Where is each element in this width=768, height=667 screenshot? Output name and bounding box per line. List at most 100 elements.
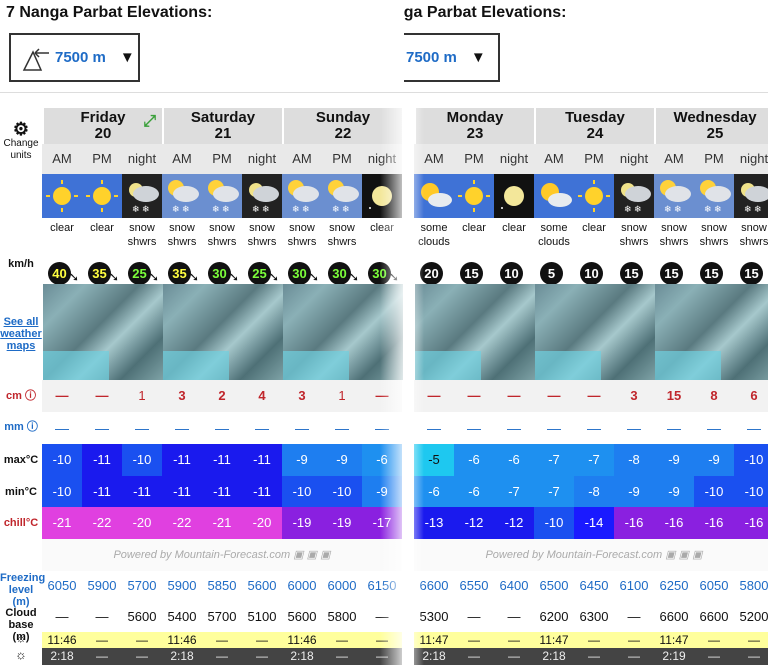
- weather-description: snow shwrs: [739, 222, 768, 248]
- freezing-level: 6500: [539, 578, 569, 593]
- snow-amount: —: [534, 380, 574, 412]
- rain-amount: —: [322, 412, 362, 444]
- rain-amount: —: [734, 412, 768, 444]
- day-date: 23: [466, 125, 484, 142]
- day-date: 21: [214, 125, 232, 142]
- wind-cell: 30➘: [322, 258, 362, 290]
- snow-showers-weather-icon: ❄ ❄: [734, 174, 768, 218]
- freezing-level: 6100: [619, 578, 649, 593]
- max-temp-cell: -9: [694, 444, 734, 476]
- clear-weather-icon: [454, 174, 494, 218]
- sunset-icon: ☼: [15, 647, 27, 662]
- period-label: PM: [202, 144, 242, 174]
- day-date: 20: [94, 125, 112, 142]
- sunrise-time: 11:47: [654, 632, 694, 648]
- map-sea: [43, 351, 109, 380]
- chill-temp-cell: -12: [494, 507, 534, 539]
- map-sea: [655, 351, 721, 380]
- clear-weather-icon: [494, 174, 534, 218]
- max-temp-cell: -8: [614, 444, 654, 476]
- weather-description: some clouds: [538, 222, 570, 248]
- snow-amount: 3: [162, 380, 202, 412]
- sunset-time: 2:18: [162, 648, 202, 665]
- elevation-select[interactable]: 7500 m ▼: [9, 33, 140, 82]
- freezing-level: 6050: [47, 578, 77, 593]
- cloud-base: —: [627, 609, 641, 624]
- min-temp-cell: -10: [694, 476, 734, 508]
- wind-arrow-icon: ➘: [229, 270, 240, 284]
- elevation-value: 7500 m: [55, 49, 106, 66]
- day-name: Sunday: [315, 109, 371, 126]
- wind-speed: 30: [328, 262, 351, 285]
- map-icons: ▣ ▣ ▣: [662, 549, 703, 561]
- elevation-select-right[interactable]: 7500 m ▼: [404, 33, 500, 82]
- day-name: Friday: [80, 109, 126, 126]
- wind-arrow-icon: ➘: [309, 270, 320, 284]
- sunset-time: —: [454, 648, 494, 665]
- cloud-base: —: [95, 609, 109, 624]
- weather-description: snow shwrs: [207, 222, 237, 248]
- sunset-time: —: [82, 648, 122, 665]
- sunset-time: —: [494, 648, 534, 665]
- wind-speed: 30: [208, 262, 231, 285]
- chevron-down-icon: ▼: [470, 49, 486, 66]
- period-label: PM: [694, 144, 734, 174]
- chill-temp-cell: -21: [42, 507, 82, 539]
- freezing-level: 5600: [247, 578, 277, 593]
- snow-unit-label[interactable]: cm ⓘ: [0, 390, 42, 402]
- sunrise-time: —: [82, 632, 122, 648]
- snow-amount: 6: [734, 380, 768, 412]
- weather-description: snow shwrs: [247, 222, 277, 248]
- see-all-maps-link[interactable]: See all weather maps: [0, 316, 42, 352]
- elevation-value: 7500 m: [406, 49, 457, 66]
- sunset-time: —: [574, 648, 614, 665]
- period-label: PM: [82, 144, 122, 174]
- min-temp-cell: -9: [654, 476, 694, 508]
- sunrise-time: —: [734, 632, 768, 648]
- change-units-button[interactable]: ⚙ Change units: [0, 120, 42, 162]
- freezing-level: 6400: [499, 578, 529, 593]
- svg-text:❄ ❄: ❄ ❄: [172, 204, 190, 214]
- rain-amount: —: [454, 412, 494, 444]
- powered-by-text: Powered by Mountain-Forecast.com: [113, 549, 291, 561]
- svg-text:❄ ❄: ❄ ❄: [744, 204, 762, 214]
- rain-unit-text: mm: [4, 421, 24, 433]
- expand-icon[interactable]: ⤢: [143, 113, 156, 130]
- max-temp-cell: -11: [82, 444, 122, 476]
- svg-text:❄ ❄: ❄ ❄: [292, 204, 310, 214]
- svg-text:❄ ❄: ❄ ❄: [332, 204, 350, 214]
- min-temp-cell: -7: [494, 476, 534, 508]
- sunset-time: —: [694, 648, 734, 665]
- weather-description: clear: [90, 222, 114, 234]
- weather-description: snow shwrs: [287, 222, 317, 248]
- weather-description: snow shwrs: [167, 222, 197, 248]
- snow-amount: 2: [202, 380, 242, 412]
- weather-map[interactable]: [655, 284, 768, 380]
- weather-map[interactable]: [43, 284, 163, 380]
- max-temp-cell: -11: [162, 444, 202, 476]
- day-header: Monday 23: [414, 108, 534, 144]
- snow-amount: 8: [694, 380, 734, 412]
- wind-arrow-icon: ➘: [109, 270, 120, 284]
- sunrise-time: —: [454, 632, 494, 648]
- wind-speed: 15: [660, 262, 683, 285]
- weather-description: snow shwrs: [699, 222, 729, 248]
- day-name: Wednesday: [673, 109, 757, 126]
- powered-by: Powered by Mountain-Forecast.com ▣ ▣ ▣: [42, 539, 402, 571]
- rain-unit-label[interactable]: mm ⓘ: [0, 421, 42, 433]
- weather-description: clear: [50, 222, 74, 234]
- max-temp-cell: -10: [42, 444, 82, 476]
- period-label: AM: [42, 144, 82, 174]
- weather-map[interactable]: [163, 284, 283, 380]
- max-temp-cell: -9: [282, 444, 322, 476]
- weather-map[interactable]: [415, 284, 535, 380]
- max-temp-cell: -10: [734, 444, 768, 476]
- max-temp-cell: -6: [454, 444, 494, 476]
- min-temp-cell: -10: [734, 476, 768, 508]
- map-sea: [163, 351, 229, 380]
- sunrise-time: —: [322, 632, 362, 648]
- chill-temp-cell: -16: [654, 507, 694, 539]
- rain-amount: —: [202, 412, 242, 444]
- chill-temp-cell: -22: [82, 507, 122, 539]
- weather-map[interactable]: [535, 284, 655, 380]
